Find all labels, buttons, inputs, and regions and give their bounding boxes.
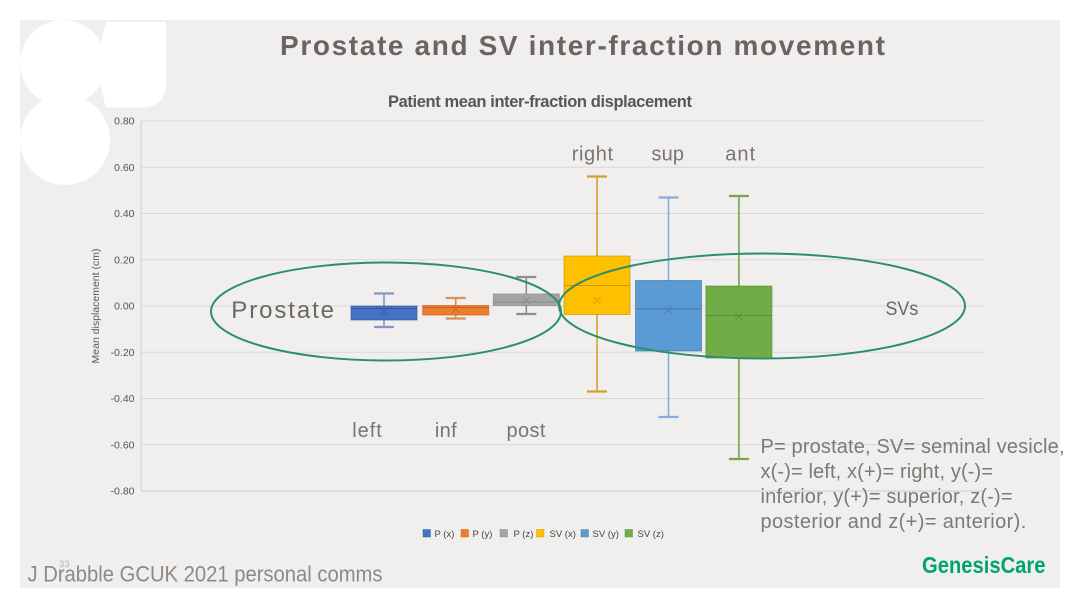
svg-text:x(-)= left, x(+)= right, y(-)=: x(-)= left, x(+)= right, y(-)= (761, 461, 994, 483)
svg-text:posterior and z(+)= anterior).: posterior and z(+)= anterior). (761, 511, 1027, 533)
svg-text:Prostate and SV inter-fraction: Prostate and SV inter-fraction movement (280, 30, 885, 61)
svg-text:-0.60: -0.60 (111, 439, 135, 451)
svg-text:inf: inf (435, 420, 457, 442)
svg-text:left: left (352, 420, 382, 442)
svg-text:P= prostate, SV= seminal vesic: P= prostate, SV= seminal vesicle, (761, 436, 1065, 458)
svg-text:inferior, y(+)= superior, z(-): inferior, y(+)= superior, z(-)= (761, 486, 1013, 508)
svg-text:-0.80: -0.80 (111, 486, 135, 498)
svg-text:ant: ant (725, 144, 755, 166)
svg-text:P (z): P (z) (514, 529, 534, 540)
svg-text:SV (y): SV (y) (593, 529, 619, 540)
svg-text:-0.20: -0.20 (111, 347, 135, 359)
svg-text:0.60: 0.60 (114, 162, 135, 174)
svg-text:GenesisCare: GenesisCare (922, 552, 1046, 578)
svg-text:Patient mean inter-fraction di: Patient mean inter-fraction displacement (388, 93, 693, 111)
svg-text:SVs: SVs (886, 298, 919, 320)
svg-text:right: right (572, 144, 614, 166)
svg-text:Mean displacement (cm): Mean displacement (cm) (90, 249, 102, 364)
svg-text:0.20: 0.20 (114, 254, 135, 266)
svg-text:Prostate: Prostate (231, 297, 334, 324)
svg-text:SV (x): SV (x) (550, 529, 576, 540)
svg-text:post: post (507, 420, 546, 442)
svg-text:P (x): P (x) (435, 529, 455, 540)
svg-text:0.00: 0.00 (114, 301, 135, 313)
svg-text:SV (z): SV (z) (638, 529, 664, 540)
svg-text:0.40: 0.40 (114, 208, 135, 220)
svg-text:sup: sup (651, 144, 684, 166)
svg-text:J Drabble GCUK 2021 personal c: J Drabble GCUK 2021 personal comms (28, 562, 383, 587)
svg-text:0.80: 0.80 (114, 116, 135, 128)
svg-text:P (y): P (y) (473, 529, 493, 540)
svg-text:33: 33 (59, 559, 70, 570)
svg-text:-0.40: -0.40 (111, 393, 135, 405)
